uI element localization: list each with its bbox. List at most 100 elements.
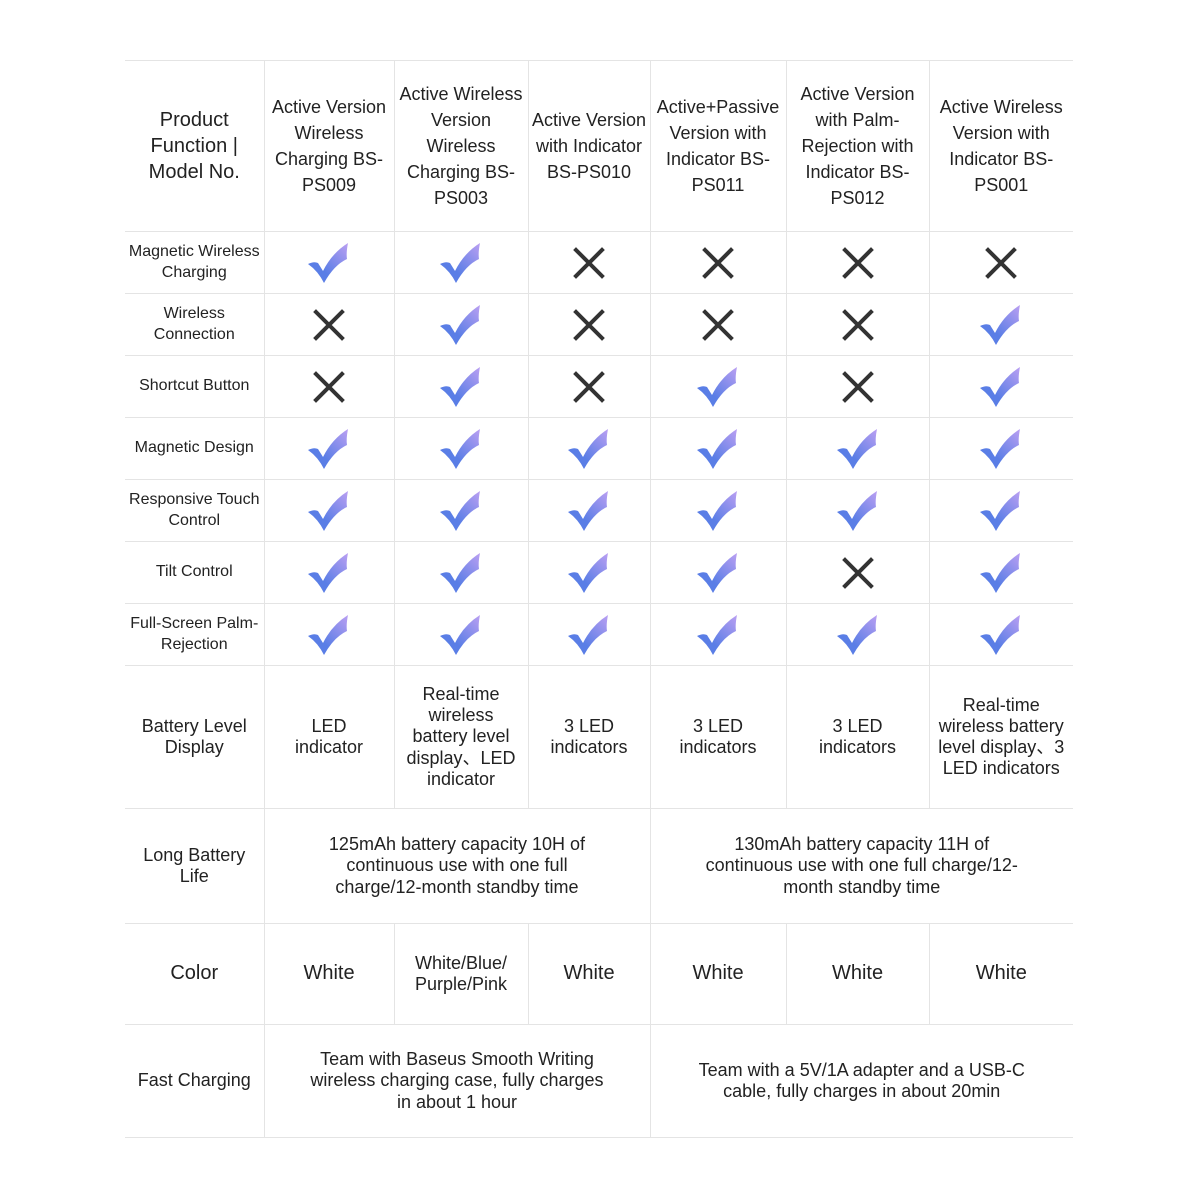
cell: 125mAh battery capacity 10H of continuou…	[263, 808, 651, 924]
cross-icon	[702, 308, 734, 341]
check-icon	[697, 614, 737, 655]
check-icon	[568, 490, 608, 531]
model-header: Active Wireless Version with Indicator B…	[928, 60, 1073, 232]
supported-cell	[527, 541, 651, 604]
check-icon	[697, 552, 737, 593]
supported-cell	[393, 293, 529, 356]
supported-cell	[785, 603, 930, 666]
battery-display-row: Battery Level Display LED indicator Real…	[125, 665, 1073, 809]
check-icon	[697, 490, 737, 531]
check-icon	[836, 490, 877, 531]
unsupported-cell	[785, 231, 930, 294]
corner-header: Product Function | Model No.	[125, 60, 265, 232]
supported-cell	[928, 479, 1073, 542]
check-icon	[980, 490, 1021, 531]
comparison-table: Product Function | Model No. Active Vers…	[125, 60, 1073, 1138]
color-row: Color White White/Blue/ Purple/Pink Whit…	[125, 923, 1073, 1025]
supported-cell	[263, 231, 395, 294]
cell: White	[263, 923, 395, 1025]
supported-cell	[393, 231, 529, 294]
cross-icon	[573, 370, 605, 403]
check-icon	[440, 304, 480, 345]
check-icon	[836, 428, 877, 469]
cell: White	[785, 923, 930, 1025]
feature-row: Shortcut Button	[125, 355, 1073, 418]
supported-cell	[527, 417, 651, 480]
check-icon	[440, 552, 480, 593]
supported-cell	[928, 355, 1073, 418]
check-icon	[980, 304, 1021, 345]
cell: 3 LED indicators	[785, 665, 930, 809]
row-label: Tilt Control	[125, 541, 265, 604]
feature-row: Responsive Touch Control	[125, 479, 1073, 542]
check-icon	[440, 614, 480, 655]
fast-charging-row: Fast Charging Team with Baseus Smooth Wr…	[125, 1024, 1073, 1138]
supported-cell	[263, 479, 395, 542]
supported-cell	[649, 603, 787, 666]
supported-cell	[649, 541, 787, 604]
model-header: Active Version with Indicator BS-PS010	[527, 60, 651, 232]
row-label: Full-Screen Palm-Rejection	[125, 603, 265, 666]
unsupported-cell	[527, 355, 651, 418]
cross-icon	[702, 246, 734, 279]
cell: Team with Baseus Smooth Writing wireless…	[263, 1024, 651, 1138]
check-icon	[308, 428, 348, 469]
cell: 3 LED indicators	[527, 665, 651, 809]
unsupported-cell	[263, 355, 395, 418]
unsupported-cell	[928, 231, 1073, 294]
check-icon	[697, 366, 737, 407]
check-icon	[568, 552, 608, 593]
row-label: Shortcut Button	[125, 355, 265, 418]
supported-cell	[393, 603, 529, 666]
supported-cell	[928, 541, 1073, 604]
row-label: Long Battery Life	[125, 808, 265, 924]
model-header: Active Wireless Version Wireless Chargin…	[393, 60, 529, 232]
supported-cell	[393, 479, 529, 542]
feature-row: Tilt Control	[125, 541, 1073, 604]
cross-icon	[313, 308, 345, 341]
check-icon	[308, 552, 348, 593]
cell: White	[527, 923, 651, 1025]
cell: White	[928, 923, 1073, 1025]
feature-row: Full-Screen Palm-Rejection	[125, 603, 1073, 666]
supported-cell	[393, 541, 529, 604]
model-header: Active Version Wireless Charging BS-PS00…	[263, 60, 395, 232]
unsupported-cell	[785, 355, 930, 418]
check-icon	[440, 366, 480, 407]
check-icon	[308, 614, 348, 655]
cell: Team with a 5V/1A adapter and a USB-C ca…	[649, 1024, 1073, 1138]
header-row: Product Function | Model No. Active Vers…	[125, 60, 1073, 232]
unsupported-cell	[527, 293, 651, 356]
row-label: Fast Charging	[125, 1024, 265, 1138]
supported-cell	[785, 417, 930, 480]
row-label: Magnetic Design	[125, 417, 265, 480]
supported-cell	[649, 417, 787, 480]
check-icon	[440, 428, 480, 469]
supported-cell	[263, 417, 395, 480]
row-label: Responsive Touch Control	[125, 479, 265, 542]
cell: White	[649, 923, 787, 1025]
check-icon	[836, 614, 877, 655]
unsupported-cell	[785, 541, 930, 604]
cell: White/Blue/ Purple/Pink	[393, 923, 529, 1025]
check-icon	[568, 428, 608, 469]
cell: 3 LED indicators	[649, 665, 787, 809]
cross-icon	[313, 370, 345, 403]
row-label: Battery Level Display	[125, 665, 265, 809]
unsupported-cell	[527, 231, 651, 294]
check-icon	[440, 242, 480, 283]
feature-row: Wireless Connection	[125, 293, 1073, 356]
row-label: Color	[125, 923, 265, 1025]
supported-cell	[785, 479, 930, 542]
model-header: Active Version with Palm-Rejection with …	[785, 60, 930, 232]
check-icon	[980, 552, 1021, 593]
model-header: Active+Passive Version with Indicator BS…	[649, 60, 787, 232]
supported-cell	[393, 355, 529, 418]
cross-icon	[985, 246, 1018, 279]
check-icon	[440, 490, 480, 531]
unsupported-cell	[263, 293, 395, 356]
unsupported-cell	[785, 293, 930, 356]
supported-cell	[393, 417, 529, 480]
check-icon	[980, 614, 1021, 655]
row-label: Magnetic Wireless Charging	[125, 231, 265, 294]
